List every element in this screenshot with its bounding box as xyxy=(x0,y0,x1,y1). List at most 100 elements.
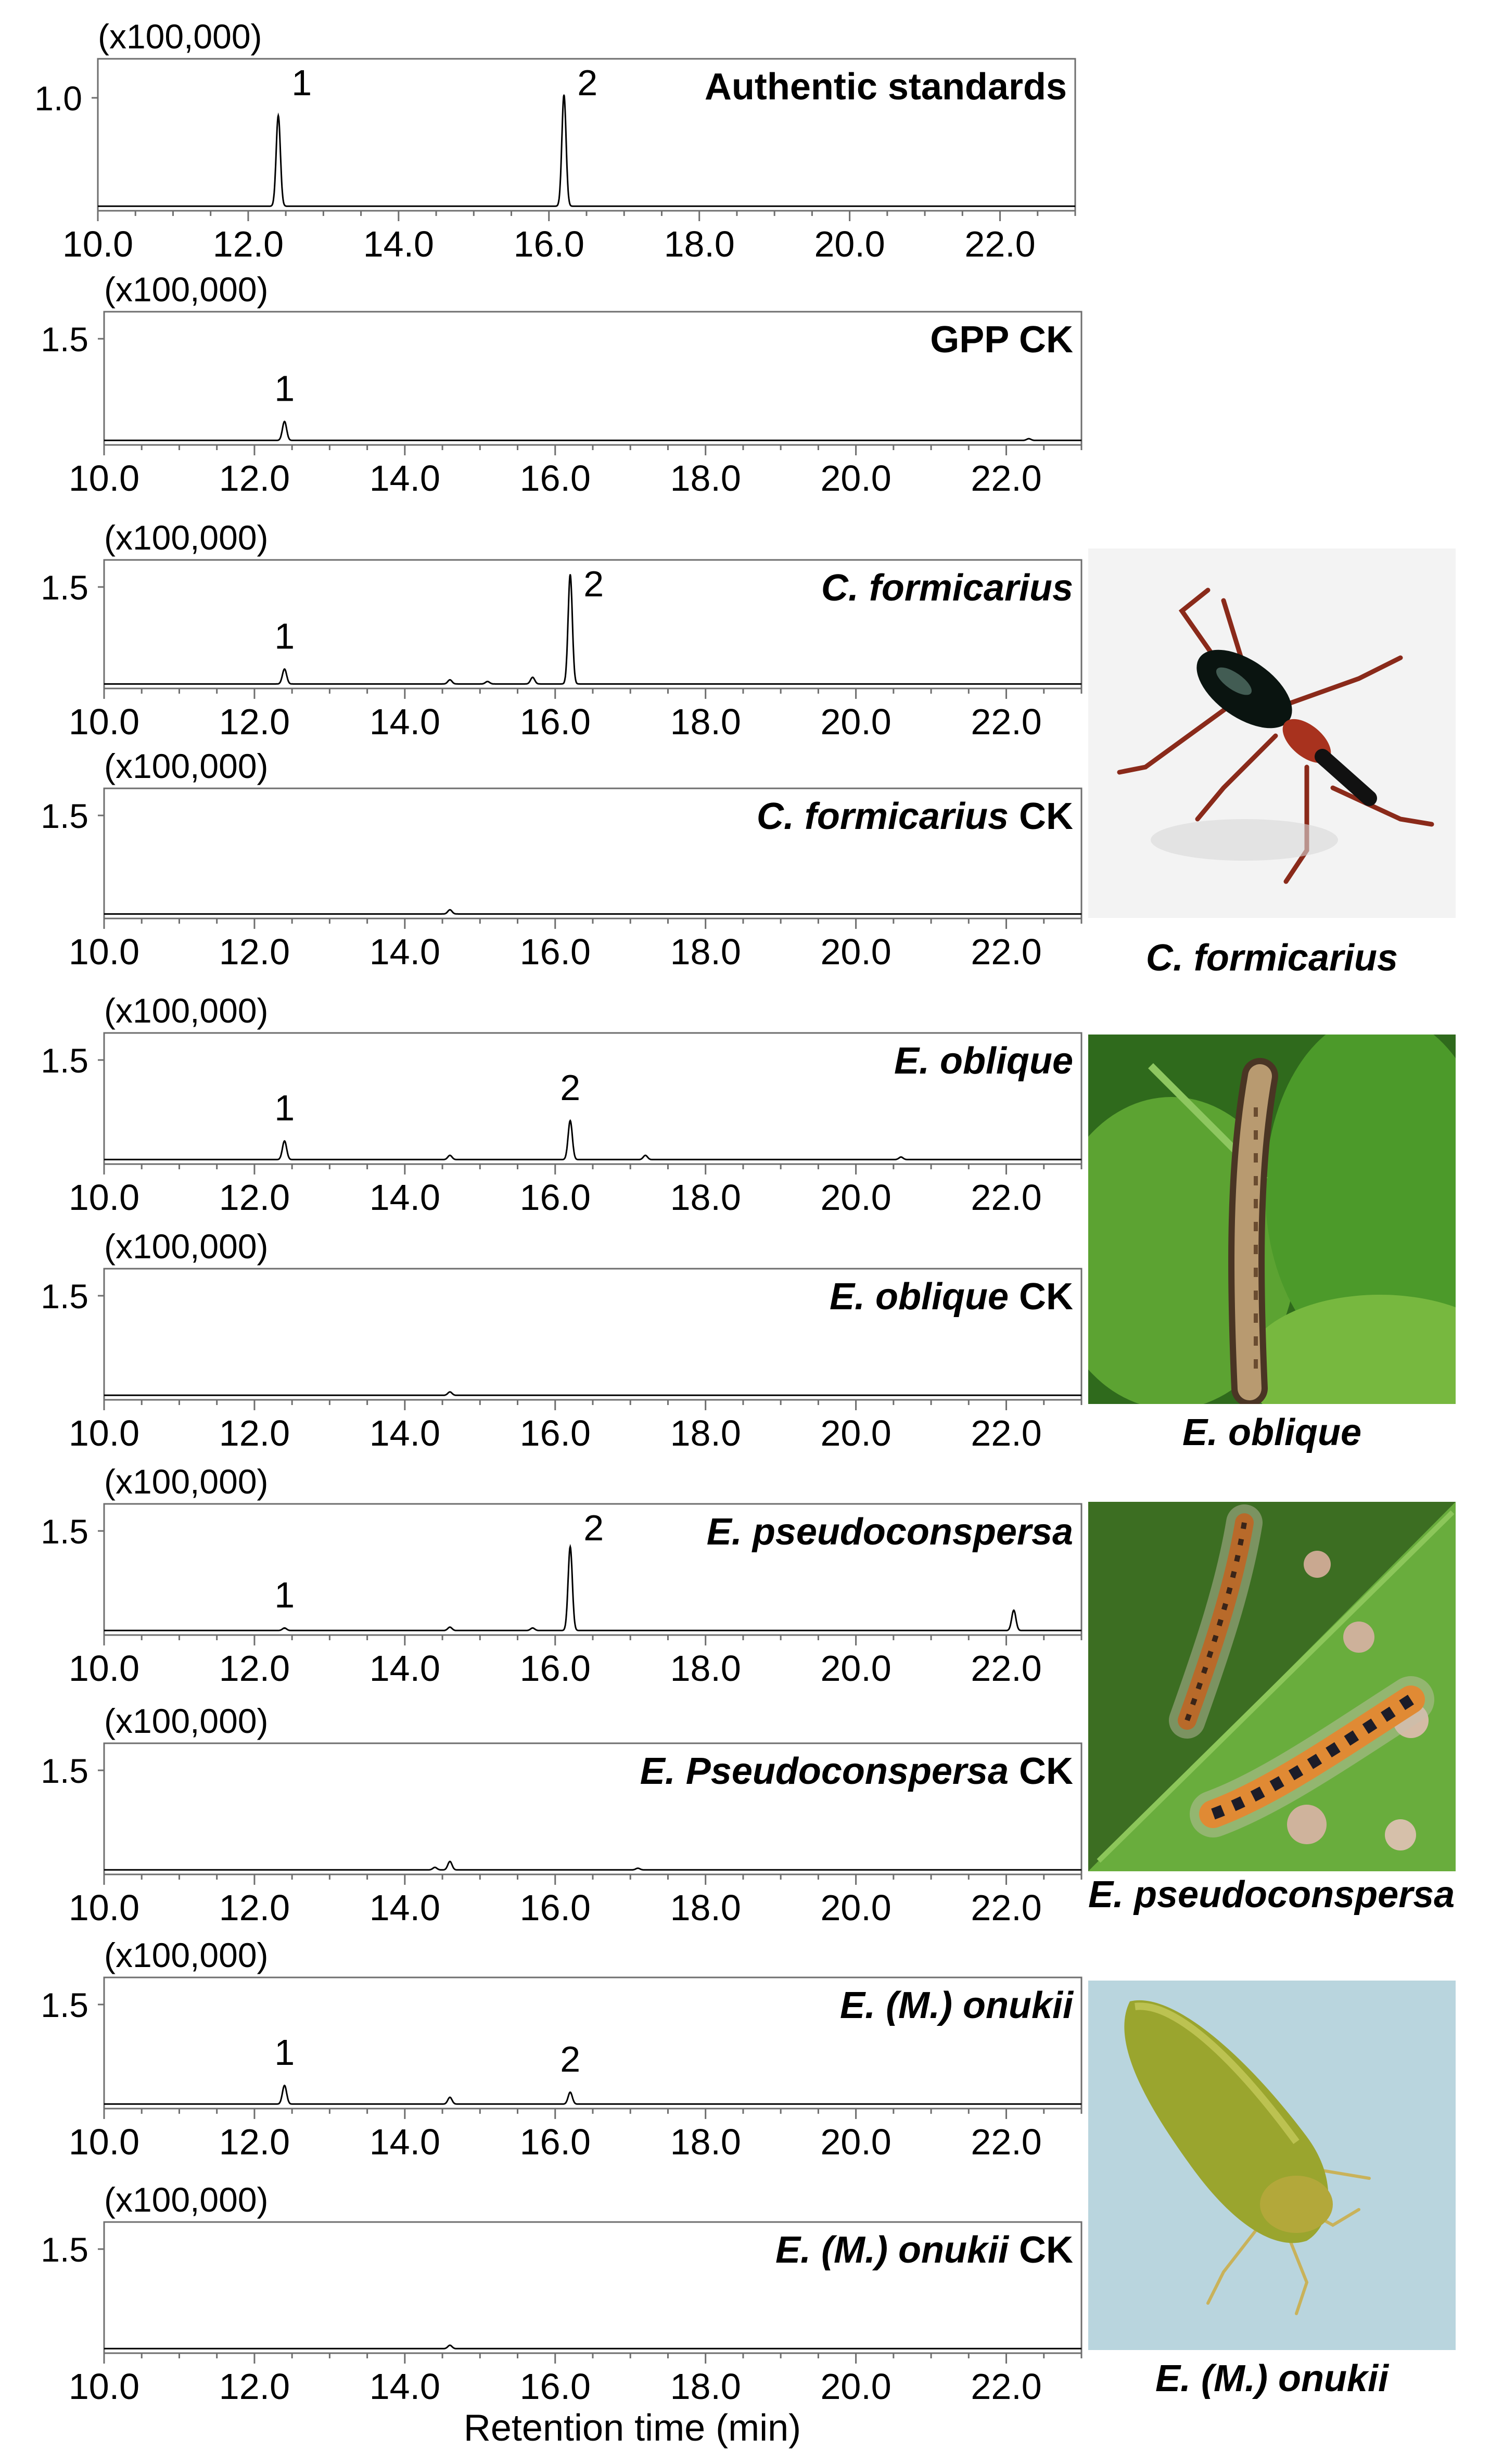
panel-title: E. (M.) onukii xyxy=(840,1985,1074,2026)
x-tick-label: 14.0 xyxy=(363,224,434,264)
peak-label: 2 xyxy=(577,62,597,103)
peak-apex xyxy=(569,1546,571,1548)
photo-caption-weevil: C. formicarius xyxy=(1145,937,1398,979)
panel-title: E. oblique CK xyxy=(830,1276,1073,1318)
peak-label: 1 xyxy=(291,62,312,103)
x-tick-label: 10.0 xyxy=(69,458,139,499)
photo-caption-hairy-caterpillar: E. pseudoconspersa xyxy=(1088,1874,1455,1916)
chromatogram-trace xyxy=(104,1860,1081,1871)
x-tick-label: 16.0 xyxy=(520,1177,591,1218)
x-tick-label: 18.0 xyxy=(670,2366,741,2407)
x-tick-label: 20.0 xyxy=(820,701,891,742)
peak-label: 2 xyxy=(583,1508,604,1548)
x-tick-label: 10.0 xyxy=(69,2122,139,2162)
panel-title: GPP CK xyxy=(930,319,1073,361)
chromatogram-trace xyxy=(104,420,1081,441)
x-tick-label: 22.0 xyxy=(971,2366,1041,2407)
peak-apex xyxy=(569,2091,571,2093)
x-tick-label: 12.0 xyxy=(219,1887,290,1928)
x-tick-label: 16.0 xyxy=(520,701,591,742)
caterpillar-photo xyxy=(1088,1035,1456,1404)
peak-label: 1 xyxy=(274,1575,295,1615)
peak-label: 1 xyxy=(274,616,295,656)
chromatogram-panel: 1.0 (x100,000) 10.0 12.0 14.0 16.0 18.0 20.0 22.… xyxy=(34,17,1076,264)
x-tick-label: 10.0 xyxy=(69,931,139,972)
y-tick-label: 1.5 xyxy=(41,1512,88,1551)
x-tick-label: 22.0 xyxy=(971,458,1041,499)
x-tick-label: 20.0 xyxy=(814,224,885,264)
chromatogram-panel: 1.5 (x100,000) 10.0 12.0 14.0 16.0 18.0 20.0 22.… xyxy=(41,1936,1082,2162)
x-tick-label: 12.0 xyxy=(219,931,290,972)
y-tick-label: 1.5 xyxy=(41,1986,88,2024)
panel-title-suffix: CK xyxy=(1009,796,1073,837)
peak-apex xyxy=(284,421,286,423)
chromatogram-trace xyxy=(98,94,1075,207)
panel-title-species: E. (M.) onukii xyxy=(775,2229,1010,2271)
chromatogram-panel: 1.5 (x100,000) 10.0 12.0 14.0 16.0 18.0 20.0 22.… xyxy=(41,1462,1082,1689)
chromatogram-panel: 1.5 (x100,000) 10.0 12.0 14.0 16.0 18.0 20.0 22.… xyxy=(41,270,1082,499)
x-tick-label: 10.0 xyxy=(69,2366,139,2407)
x-tick-label: 14.0 xyxy=(370,931,440,972)
x-tick-label: 18.0 xyxy=(670,1177,741,1218)
x-tick-label: 16.0 xyxy=(520,1887,591,1928)
x-tick-label: 14.0 xyxy=(370,1648,440,1689)
x-tick-label: 14.0 xyxy=(370,2122,440,2162)
x-tick-label: 10.0 xyxy=(69,1648,139,1689)
x-tick-label: 10.0 xyxy=(69,1177,139,1218)
x-tick-label: 16.0 xyxy=(514,224,584,264)
chromatogram-panel: 1.5 (x100,000) 10.0 12.0 14.0 16.0 18.0 20.0 22.… xyxy=(41,518,1082,742)
x-tick-label: 16.0 xyxy=(520,2366,591,2407)
x-tick-label: 14.0 xyxy=(370,701,440,742)
chromatogram-trace xyxy=(104,909,1081,915)
peak-apex xyxy=(563,94,565,96)
panel-title-species: E. (M.) onukii xyxy=(840,1985,1074,2026)
y-tick-label: 1.5 xyxy=(41,1277,88,1316)
chromatogram-panel: 1.5 (x100,000) 10.0 12.0 14.0 16.0 18.0 20.0 22.… xyxy=(41,2180,1082,2407)
x-tick-label: 20.0 xyxy=(820,931,891,972)
panel-title-species: GPP CK xyxy=(930,319,1073,361)
y-scale-label: (x100,000) xyxy=(98,17,262,56)
x-tick-label: 10.0 xyxy=(69,1413,139,1453)
panel-title-suffix: CK xyxy=(1009,1751,1073,1792)
chromatogram-panel: 1.5 (x100,000) 10.0 12.0 14.0 16.0 18.0 20.0 22.… xyxy=(41,1702,1082,1928)
chromatogram-panel: 1.5 (x100,000) 10.0 12.0 14.0 16.0 18.0 20.0 22.… xyxy=(41,747,1082,972)
peak-apex xyxy=(284,2085,286,2087)
y-tick-label: 1.5 xyxy=(41,797,88,835)
x-tick-label: 16.0 xyxy=(520,2122,591,2162)
x-tick-label: 16.0 xyxy=(520,1648,591,1689)
y-scale-label: (x100,000) xyxy=(104,991,269,1030)
y-tick-label: 1.0 xyxy=(34,79,82,118)
peak-apex xyxy=(277,115,279,117)
y-scale-label: (x100,000) xyxy=(104,270,269,309)
x-tick-label: 10.0 xyxy=(69,1887,139,1928)
x-tick-label: 14.0 xyxy=(370,1413,440,1453)
panel-title-species: E. pseudoconspersa xyxy=(707,1511,1073,1553)
x-tick-label: 12.0 xyxy=(219,701,290,742)
x-tick-label: 18.0 xyxy=(670,1648,741,1689)
x-tick-label: 16.0 xyxy=(520,1413,591,1453)
x-tick-label: 18.0 xyxy=(670,701,741,742)
panel-title: E. Pseudoconspersa CK xyxy=(640,1751,1073,1792)
x-axis-label: Retention time (min) xyxy=(464,2407,801,2449)
panel-title: C. formicarius xyxy=(821,567,1073,609)
panel-title-species: C. formicarius xyxy=(757,796,1009,837)
x-tick-label: 22.0 xyxy=(971,1887,1041,1928)
y-tick-label: 1.5 xyxy=(41,1752,88,1790)
x-tick-label: 10.0 xyxy=(69,701,139,742)
x-tick-label: 12.0 xyxy=(219,2366,290,2407)
y-scale-label: (x100,000) xyxy=(104,747,269,785)
y-tick-label: 1.5 xyxy=(41,568,88,607)
peak-apex xyxy=(284,668,286,670)
peak-apex xyxy=(569,1120,571,1122)
peak-label: 1 xyxy=(274,368,295,409)
x-tick-label: 14.0 xyxy=(370,458,440,499)
panel-title: E. pseudoconspersa xyxy=(707,1511,1073,1553)
y-scale-label: (x100,000) xyxy=(104,1462,269,1501)
y-scale-label: (x100,000) xyxy=(104,518,269,557)
x-tick-label: 10.0 xyxy=(62,224,133,264)
x-tick-label: 12.0 xyxy=(213,224,284,264)
x-tick-label: 12.0 xyxy=(219,1413,290,1453)
chromatogram-trace xyxy=(104,2344,1081,2350)
